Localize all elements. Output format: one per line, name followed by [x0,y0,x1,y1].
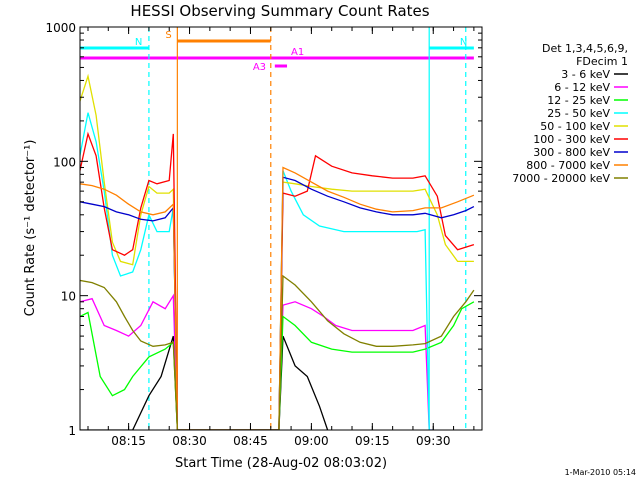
y-axis-label: Count Rate (s⁻¹ detector⁻¹) [23,140,38,317]
x-tick-label: 09:30 [416,434,451,448]
x-tick-label: 08:15 [111,434,146,448]
chart-title: HESSI Observing Summary Count Rates [130,2,429,20]
flag-label: A1 [291,47,304,58]
series-line [80,166,475,430]
legend-label: 50 - 100 keV [540,120,610,133]
y-tick-label: 100 [53,155,76,169]
y-tick-label: 1000 [45,21,76,35]
flag-label: A3 [253,62,266,73]
legend-label: 300 - 800 keV [533,146,610,159]
series-line [80,73,474,430]
series-line [80,293,434,430]
axes-layer: N N S A1 A3 08:15 08:30 08:45 09:00 09:15 09:30 1 10… [45,21,482,448]
timestamp: 1-Mar-2010 05:14 [565,468,636,477]
flag-label: N [135,37,142,48]
y-tick-label: 10 [61,290,76,304]
series-layer [80,27,475,430]
x-tick-label: 08:45 [233,434,268,448]
legend-label: 3 - 6 keV [561,68,610,81]
x-tick-label: 08:30 [172,434,207,448]
legend-label: 100 - 300 keV [533,133,610,146]
series-line [80,112,434,430]
x-axis-label: Start Time (28-Aug-02 08:03:02) [175,456,387,471]
plot-frame [79,26,483,431]
series-line [80,176,475,430]
legend-label: 7000 - 20000 keV [512,172,610,185]
legend-header: Det 1,3,4,5,6,9, [542,42,628,55]
legend-label: 25 - 50 keV [547,107,610,120]
y-tick-label: 1 [68,424,76,438]
series-line [80,274,475,430]
legend-label: 12 - 25 keV [547,94,610,107]
legend-label: 800 - 7000 keV [526,159,610,172]
legend-label: 6 - 12 keV [554,81,610,94]
flag-label: S [165,30,171,41]
x-tick-label: 09:15 [355,434,390,448]
plot-area [80,27,475,430]
x-tick-label: 09:00 [294,434,329,448]
flag-label: N [460,37,467,48]
legend-header: FDecim 1 [576,55,628,68]
